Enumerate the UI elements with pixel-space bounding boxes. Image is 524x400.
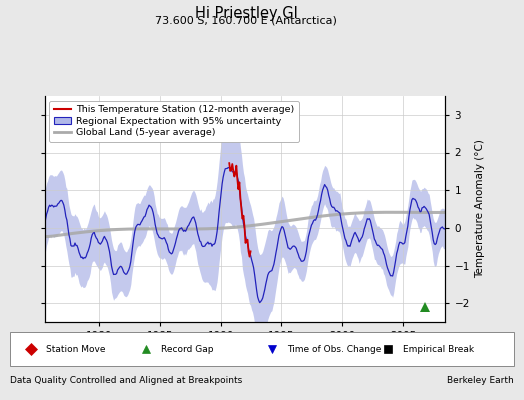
Text: Data Quality Controlled and Aligned at Breakpoints: Data Quality Controlled and Aligned at B… <box>10 376 243 385</box>
Y-axis label: Temperature Anomaly (°C): Temperature Anomaly (°C) <box>475 140 485 278</box>
Text: Station Move: Station Move <box>46 344 105 354</box>
Text: Record Gap: Record Gap <box>161 344 214 354</box>
Text: Time of Obs. Change: Time of Obs. Change <box>287 344 381 354</box>
Text: 73.600 S, 160.700 E (Antarctica): 73.600 S, 160.700 E (Antarctica) <box>155 15 337 25</box>
Legend: This Temperature Station (12-month average), Regional Expectation with 95% uncer: This Temperature Station (12-month avera… <box>49 101 299 142</box>
Text: Berkeley Earth: Berkeley Earth <box>447 376 514 385</box>
Text: Hi Priestley Gl: Hi Priestley Gl <box>195 6 298 21</box>
FancyBboxPatch shape <box>10 332 514 366</box>
Text: Empirical Break: Empirical Break <box>403 344 474 354</box>
